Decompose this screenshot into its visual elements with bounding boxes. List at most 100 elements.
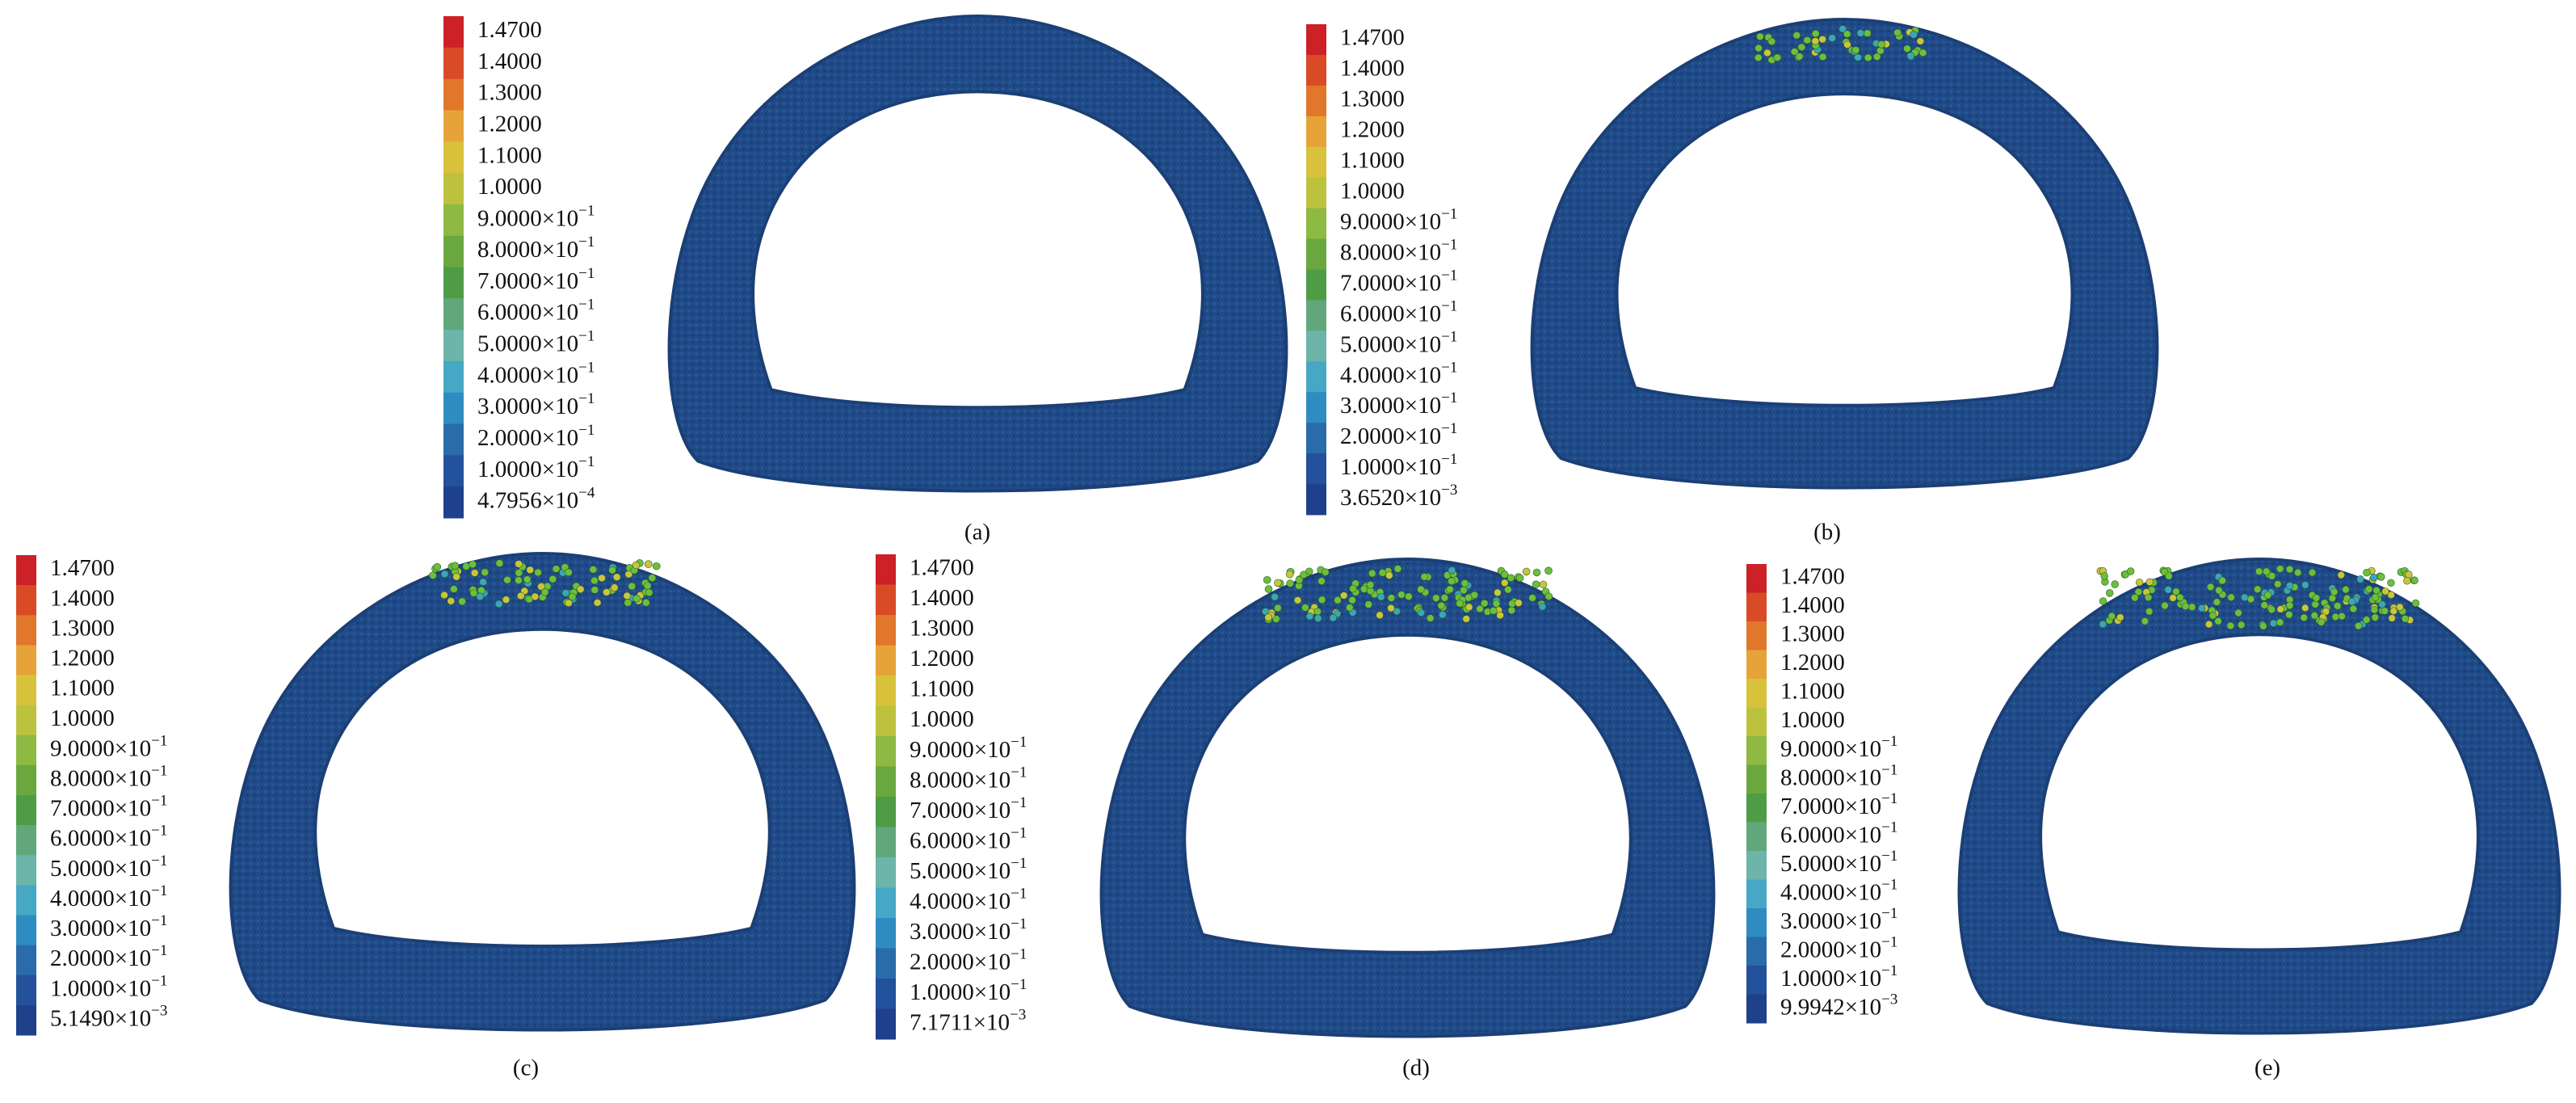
displaced-particle <box>1274 579 1282 587</box>
displaced-particle <box>2331 613 2340 621</box>
colorbar-segment <box>16 645 36 676</box>
colorbar-segment <box>1746 679 1767 708</box>
colorbar-segment <box>1746 736 1767 765</box>
displaced-particle <box>1462 615 1471 623</box>
colorbar-segment <box>16 975 36 1006</box>
displaced-particle <box>2276 605 2284 613</box>
colorbar-segment <box>443 392 464 425</box>
displaced-particle <box>2206 583 2215 591</box>
displaced-particle <box>1507 606 1516 615</box>
displaced-particle <box>2100 572 2108 580</box>
displaced-particle <box>495 559 504 567</box>
colorbar-segment <box>1746 592 1767 622</box>
legend-mantissa: 3.0000×10 <box>1340 393 1441 419</box>
displaced-particle <box>2310 612 2318 620</box>
displaced-particle <box>1795 53 1804 61</box>
displaced-particle <box>2227 593 2235 601</box>
legend-exponent: −1 <box>1011 946 1027 963</box>
legend-mantissa: 8.0000×10 <box>1340 239 1441 265</box>
legend-label: 3.6520×10−3 <box>1340 482 1457 510</box>
legend-label: 3.0000×10−1 <box>50 912 167 941</box>
displaced-particle <box>548 575 557 583</box>
legend-exponent: −1 <box>578 453 595 470</box>
colorbar-segment <box>876 615 896 646</box>
displaced-particle <box>450 585 458 593</box>
legend-mantissa: 8.0000×10 <box>910 767 1011 793</box>
displaced-particle <box>1264 613 1272 621</box>
colorbar-segment <box>1306 238 1326 270</box>
displaced-particle <box>1417 608 1426 617</box>
displaced-particle <box>1854 53 1862 61</box>
colorbar-segment <box>16 675 36 706</box>
displaced-particle <box>2141 617 2149 625</box>
colorbar-segment <box>876 979 896 1009</box>
displaced-particle <box>1405 592 1413 600</box>
displaced-particle <box>2401 615 2410 623</box>
displaced-particle <box>2330 587 2339 596</box>
displaced-particle <box>2259 622 2267 630</box>
displaced-particle <box>2164 586 2172 594</box>
legend-label: 8.0000×10−1 <box>477 234 595 262</box>
displaced-particle <box>2276 618 2284 626</box>
displaced-particle <box>644 560 653 568</box>
legend-exponent: −1 <box>578 234 595 250</box>
displaced-particle <box>2312 594 2321 602</box>
displaced-particle <box>2274 580 2282 588</box>
displaced-particle <box>2267 572 2276 580</box>
displaced-particle <box>2381 607 2389 615</box>
displaced-particle <box>1397 591 1406 599</box>
displaced-particle <box>2144 593 2153 602</box>
displaced-particle <box>623 591 632 600</box>
displaced-particle <box>2387 579 2395 587</box>
displaced-particle <box>1532 580 1540 589</box>
legend-mantissa: 4.0000×10 <box>50 886 151 911</box>
legend-label: 1.1000 <box>1340 147 1405 173</box>
legend-label: 1.0000×10−1 <box>1780 962 1897 991</box>
colorbar-segment <box>443 173 464 205</box>
displaced-particle <box>590 586 599 594</box>
legend-mantissa: 7.0000×10 <box>50 795 151 821</box>
colorbar-segment <box>16 915 36 946</box>
legend-mantissa: 7.1711×10 <box>910 1009 1010 1035</box>
displaced-particle <box>1508 600 1516 608</box>
displaced-particle <box>1532 568 1541 577</box>
displaced-particle <box>1792 32 1801 40</box>
legend-mantissa: 9.0000×10 <box>1340 208 1441 234</box>
displaced-particle <box>1851 46 1860 54</box>
displaced-particle <box>1492 600 1501 608</box>
displaced-particle <box>1368 569 1376 578</box>
displaced-particle <box>2215 586 2223 595</box>
colorbar-segment <box>1746 764 1767 794</box>
legend-exponent: −1 <box>1441 206 1457 223</box>
panel: 1.4700 1.4000 1.3000 1.2000 1.1000 1.0000 9.00… <box>443 16 1286 545</box>
legend-label: 7.0000×10−1 <box>477 265 595 293</box>
legend-mantissa: 3.0000×10 <box>50 916 151 941</box>
colorbar-segment <box>1746 851 1767 880</box>
legend-mantissa: 2.0000×10 <box>477 425 578 451</box>
legend-exponent: −1 <box>578 265 595 282</box>
colorbar-segment <box>1306 330 1326 362</box>
colorbar-segment <box>443 455 464 487</box>
displaced-particle <box>643 582 652 590</box>
displaced-particle <box>1754 44 1763 53</box>
colorbar-segment <box>876 1008 896 1040</box>
displaced-particle <box>1504 585 1512 594</box>
displaced-particle <box>481 568 490 577</box>
legend-label: 1.4700 <box>1780 563 1845 589</box>
legend-mantissa: 7.0000×10 <box>1780 793 1881 819</box>
legend-label: 8.0000×10−1 <box>1340 237 1457 265</box>
legend-label: 1.0000 <box>477 174 542 200</box>
legend-exponent: −1 <box>578 422 595 439</box>
colorbar-segment <box>16 885 36 916</box>
displaced-particle <box>1329 613 1338 622</box>
colorbar-segment <box>1306 54 1326 86</box>
colorbar-segment <box>1746 621 1767 650</box>
colorbar-segment <box>1306 423 1326 454</box>
displaced-particle <box>2165 572 2173 580</box>
displaced-particle <box>2238 621 2246 629</box>
legend-mantissa: 3.6520×10 <box>1340 485 1441 511</box>
legend-label: 7.0000×10−1 <box>50 793 167 821</box>
displaced-particle <box>1489 607 1498 615</box>
colorbar-segment <box>1306 208 1326 240</box>
legend-label: 1.4000 <box>1780 592 1845 618</box>
